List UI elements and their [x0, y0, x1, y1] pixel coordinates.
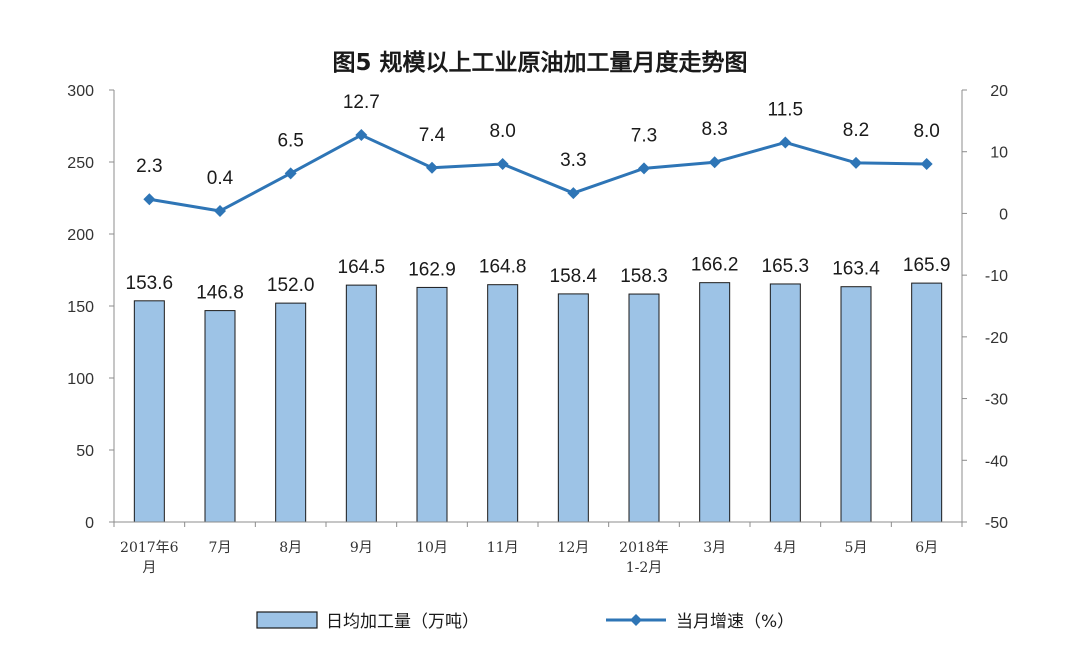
bar-value-label: 165.9 [903, 255, 951, 276]
left-tick-label: 300 [67, 83, 94, 100]
line-value-label: 12.7 [343, 92, 380, 113]
x-category-label: 12月 [557, 540, 589, 556]
line-value-label: 8.0 [913, 121, 939, 142]
bar [769, 283, 801, 523]
x-category-label: 4月 [774, 540, 797, 556]
bar-value-label: 164.8 [479, 257, 527, 278]
chart-title: 图5 规模以上工业原油加工量月度走势图 [332, 49, 747, 76]
x-category-label: 月 [142, 560, 156, 576]
line-value-label: 8.2 [843, 120, 869, 141]
left-tick-label: 200 [67, 227, 94, 244]
line-point [426, 161, 438, 174]
line-point [638, 162, 650, 175]
x-category-label: 5月 [845, 540, 868, 556]
left-tick-label: 0 [85, 515, 94, 532]
bar [628, 293, 660, 523]
line-value-label: 7.4 [419, 125, 446, 146]
right-tick-label: -40 [985, 453, 1008, 470]
left-tick-label: 150 [67, 299, 94, 316]
line-point [850, 156, 862, 169]
line-value-label: 6.5 [277, 130, 303, 151]
legend-line-marker [630, 614, 642, 626]
line-value-label: 2.3 [136, 156, 162, 177]
bar [557, 293, 589, 523]
x-category-label: 8月 [279, 540, 302, 556]
bar-value-label: 166.2 [691, 255, 739, 276]
bar [699, 282, 731, 523]
right-tick-label: -30 [985, 392, 1008, 409]
bar-value-label: 146.8 [196, 283, 244, 304]
bar [416, 286, 448, 523]
legend-bar-label: 日均加工量（万吨） [326, 612, 479, 632]
line-value-label: 11.5 [768, 99, 804, 120]
bar [840, 286, 872, 523]
line-point [920, 158, 933, 171]
right-tick-label: -20 [985, 330, 1008, 347]
bar-value-label: 163.4 [832, 259, 880, 280]
right-tick-label: -10 [985, 268, 1008, 285]
line-value-label: 3.3 [560, 150, 586, 171]
x-axis: 2017年6 月 7月 8月 9月 10月 11月 12月 2018年 1-2月 3月 4月 5月 6月 [113, 521, 963, 576]
bar-value-label: 158.4 [550, 266, 598, 287]
bar-series [133, 282, 943, 523]
bar [133, 300, 165, 523]
right-tick-label: -50 [985, 515, 1008, 532]
x-category-label: 10月 [416, 540, 448, 556]
x-category-label: 1-2月 [626, 560, 663, 576]
line-point [496, 158, 509, 171]
left-tick-label: 100 [67, 371, 94, 388]
x-category-label: 2017年6 [120, 540, 179, 556]
bar-value-label: 162.9 [408, 259, 456, 280]
x-category-label: 7月 [209, 540, 232, 556]
x-category-label: 2018年 [619, 540, 669, 556]
right-tick-label: 10 [990, 145, 1008, 162]
line-value-label: 7.3 [631, 125, 657, 146]
line-point [214, 204, 226, 217]
bar [275, 302, 307, 523]
bar-value-label: 153.6 [126, 273, 174, 294]
growth-line [149, 133, 927, 213]
line-point [284, 167, 297, 180]
line-labels: 2.3 0.4 6.5 12.7 7.4 8.0 3.3 7.3 8.3 11.5 8.2 8.0 [136, 92, 940, 189]
x-category-label: 11月 [487, 540, 519, 556]
bar-labels: 153.6 146.8 152.0 164.5 162.9 164.8 158.4 158.3… [126, 255, 951, 304]
line-value-label: 8.0 [489, 121, 515, 142]
bar [204, 310, 236, 523]
left-tick-label: 50 [76, 443, 94, 460]
line-series [143, 129, 933, 217]
line-point [143, 193, 156, 206]
left-tick-label: 250 [67, 155, 94, 172]
right-tick-label: 0 [999, 206, 1008, 223]
bar [911, 282, 943, 523]
line-point [567, 187, 580, 200]
bar-value-label: 152.0 [267, 275, 315, 296]
right-tick-label: 20 [990, 83, 1008, 100]
line-value-label: 0.4 [207, 168, 234, 189]
bar-value-label: 158.3 [620, 266, 668, 287]
x-category-label: 3月 [703, 540, 726, 556]
bar [345, 284, 377, 523]
legend-line-label: 当月增速（%） [676, 612, 794, 632]
legend-bar-swatch [256, 611, 318, 629]
legend: 日均加工量（万吨） 当月增速（%） [256, 611, 794, 632]
line-value-label: 8.3 [701, 119, 727, 140]
bar-value-label: 165.3 [762, 256, 810, 277]
x-category-label: 9月 [350, 540, 373, 556]
x-category-label: 6月 [915, 540, 938, 556]
line-point [355, 129, 368, 142]
line-point [779, 136, 792, 149]
bar-value-label: 164.5 [338, 257, 386, 278]
line-point [708, 156, 721, 169]
bar [487, 284, 519, 523]
right-axis: -50 -40 -30 -20 -10 0 10 20 [961, 83, 1008, 532]
left-axis: 0 50 100 150 200 250 300 [67, 83, 115, 532]
